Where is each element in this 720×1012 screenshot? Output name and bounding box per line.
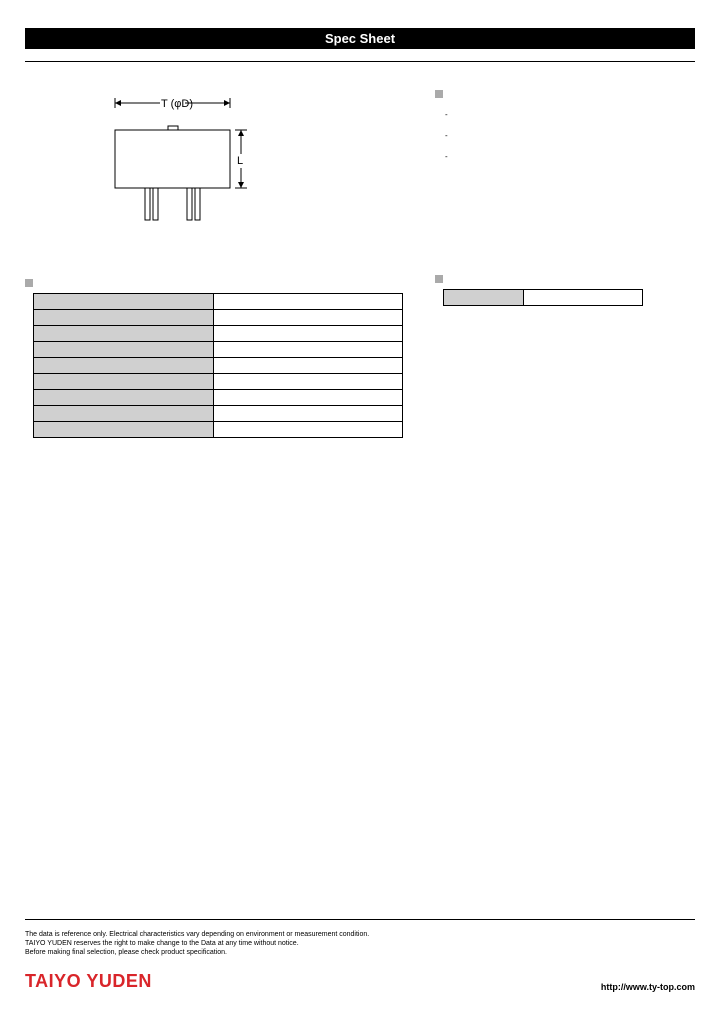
website-url: http://www.ty-top.com bbox=[601, 982, 695, 992]
features-list: - - - bbox=[445, 110, 695, 161]
list-item: - bbox=[445, 131, 695, 140]
table-row bbox=[444, 290, 643, 306]
table-row bbox=[34, 294, 403, 310]
table-row bbox=[34, 422, 403, 438]
bullet-icon bbox=[435, 90, 443, 98]
divider bbox=[25, 61, 695, 62]
footer-divider bbox=[25, 919, 695, 920]
list-item: - bbox=[445, 110, 695, 119]
table-row bbox=[34, 390, 403, 406]
banner-title: Spec Sheet bbox=[325, 31, 395, 46]
list-item: - bbox=[445, 152, 695, 161]
table-row bbox=[34, 406, 403, 422]
component-diagram: T (φD) L bbox=[85, 90, 405, 263]
table-row bbox=[34, 358, 403, 374]
label-t: T (φD) bbox=[161, 98, 193, 110]
label-l: L bbox=[237, 155, 243, 167]
spec-sheet-banner: Spec Sheet bbox=[25, 28, 695, 49]
table-row bbox=[34, 310, 403, 326]
table-row bbox=[34, 326, 403, 342]
specs-table bbox=[33, 293, 403, 438]
bullet-icon bbox=[25, 279, 33, 287]
packaging-table bbox=[443, 289, 643, 306]
disclaimer: The data is reference only. Electrical c… bbox=[25, 930, 695, 957]
table-row bbox=[34, 342, 403, 358]
table-row bbox=[34, 374, 403, 390]
brand-logo: TAIYO YUDEN bbox=[25, 971, 152, 992]
bullet-icon bbox=[435, 275, 443, 283]
